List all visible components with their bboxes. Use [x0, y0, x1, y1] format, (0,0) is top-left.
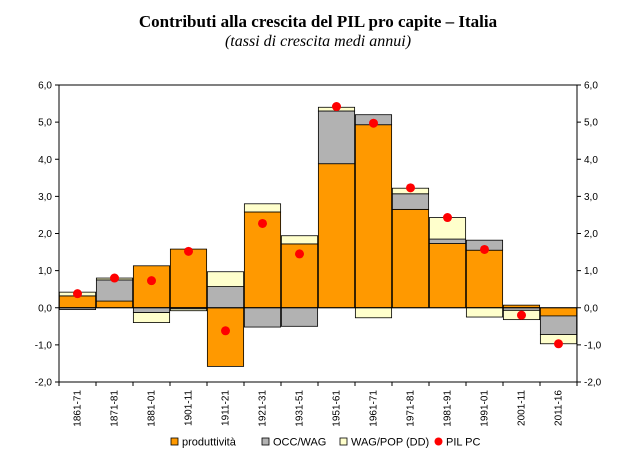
legend-label: OCC/WAG	[273, 437, 326, 449]
bar-occ-wag-9	[391, 193, 430, 210]
x-tick-label: 1911-21	[221, 390, 232, 426]
y-tick-label-right: 1,0	[584, 266, 598, 277]
bar-wag-pop-dd--4	[206, 271, 245, 287]
legend-swatch	[339, 437, 348, 446]
marker-pil-pc-11	[480, 244, 489, 254]
x-tick-label: 1991-01	[480, 390, 491, 427]
bar-produttivit--11	[465, 249, 504, 309]
marker-pil-pc-5	[258, 218, 267, 228]
bar-wag-pop-dd--3	[169, 308, 208, 312]
bar-produttivit--2	[132, 265, 171, 309]
marker-pil-pc-9	[406, 183, 415, 193]
bar-occ-wag-1	[95, 279, 134, 302]
y-tick-label-left: 6,0	[38, 81, 52, 92]
bar-occ-wag-2	[132, 307, 171, 313]
marker-pil-pc-0	[73, 289, 82, 299]
y-tick-label-left: 1,0	[38, 266, 52, 277]
marker-pil-pc-1	[110, 273, 119, 283]
bar-produttivit--8	[354, 124, 393, 309]
y-tick-label-right: -1,0	[584, 340, 602, 351]
bar-occ-wag-5	[243, 307, 282, 328]
legend-swatch	[170, 437, 179, 446]
y-tick-label-right: 3,0	[584, 192, 598, 203]
bar-wag-pop-dd--2	[132, 312, 171, 324]
x-tick-label: 1931-51	[295, 390, 306, 427]
y-tick-label-right: 0,0	[584, 303, 598, 314]
legend-label: produttività	[182, 437, 237, 449]
marker-pil-pc-3	[184, 246, 193, 256]
bar-produttivit--13	[539, 307, 578, 317]
bar-produttivit--10	[428, 243, 467, 309]
x-tick-label: 1981-91	[443, 390, 454, 427]
marker-pil-pc-13	[554, 339, 563, 349]
chart-title: Contributi alla crescita del PIL pro cap…	[138, 12, 498, 31]
bar-occ-wag-6	[280, 307, 319, 327]
marker-pil-pc-2	[147, 276, 156, 286]
bar-produttivit--4	[206, 307, 245, 367]
y-tick-label-right: -2,0	[584, 378, 602, 389]
marker-pil-pc-12	[517, 310, 526, 320]
chart-subtitle: (tassi di crescita medi annui)	[224, 33, 412, 50]
marker-pil-pc-7	[332, 102, 341, 112]
bar-wag-pop-dd--8	[354, 307, 393, 319]
x-tick-label: 1901-11	[184, 390, 195, 426]
bar-wag-pop-dd--11	[465, 307, 504, 318]
x-tick-label: 2001-11	[517, 390, 528, 426]
bar-occ-wag-7	[317, 110, 356, 165]
bar-occ-wag-13	[539, 315, 578, 335]
bar-wag-pop-dd--6	[280, 235, 319, 245]
legend-swatch	[434, 437, 443, 446]
y-tick-label-right: 5,0	[584, 118, 598, 129]
bar-produttivit--1	[95, 300, 134, 309]
bar-produttivit--9	[391, 208, 430, 309]
y-tick-label-left: 5,0	[38, 118, 52, 129]
y-tick-label-left: 2,0	[38, 229, 52, 240]
y-tick-label-right: 6,0	[584, 81, 598, 92]
x-tick-label: 1951-61	[332, 390, 343, 427]
legend-swatch	[261, 437, 270, 446]
x-tick-label: 2011-16	[554, 390, 565, 426]
y-tick-label-right: 2,0	[584, 229, 598, 240]
bar-occ-wag-10	[428, 238, 467, 244]
y-tick-label-left: 3,0	[38, 192, 52, 203]
bar-wag-pop-dd--5	[243, 203, 282, 213]
marker-pil-pc-8	[369, 118, 378, 128]
x-tick-label: 1871-81	[110, 390, 121, 427]
x-tick-label: 1921-31	[258, 390, 269, 427]
x-tick-label: 1881-01	[147, 390, 158, 427]
y-tick-label-left: 4,0	[38, 155, 52, 166]
y-tick-label-left: -2,0	[35, 378, 53, 389]
marker-pil-pc-4	[221, 326, 230, 336]
y-tick-label-left: -1,0	[35, 340, 53, 351]
x-tick-label: 1861-71	[73, 390, 84, 427]
bar-produttivit--7	[317, 163, 356, 309]
marker-pil-pc-10	[443, 213, 452, 223]
y-tick-label-right: 4,0	[584, 155, 598, 166]
legend-label: WAG/POP (DD)	[351, 437, 429, 449]
y-tick-label-left: 0,0	[38, 303, 52, 314]
marker-pil-pc-6	[295, 249, 304, 259]
bar-produttivit--3	[169, 248, 208, 309]
x-tick-label: 1961-71	[369, 390, 380, 427]
legend-label: PIL PC	[446, 437, 480, 449]
x-tick-label: 1971-81	[406, 390, 417, 427]
bar-occ-wag-4	[206, 286, 245, 309]
